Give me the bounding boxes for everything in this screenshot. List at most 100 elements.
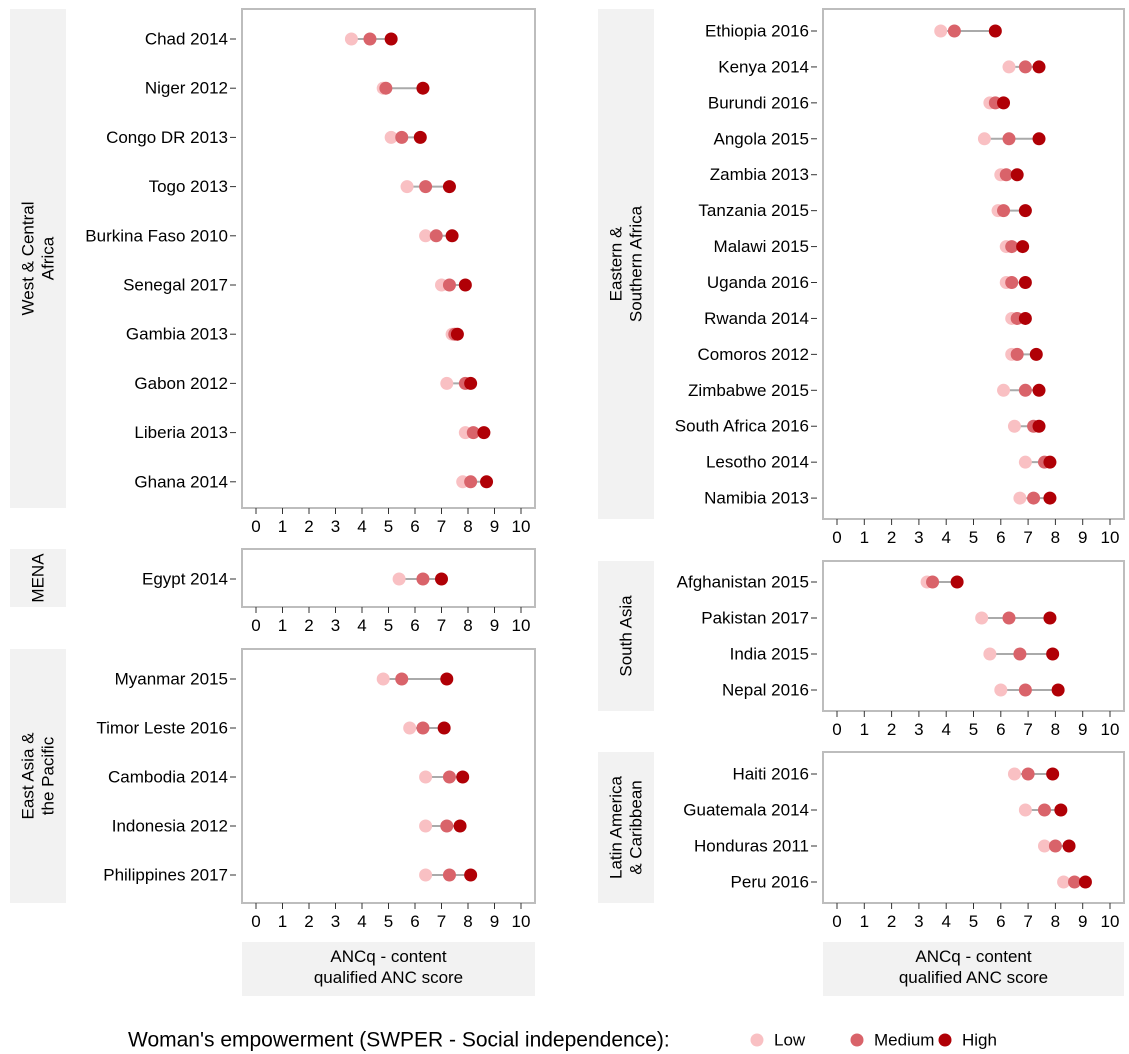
country-label: Ghana 2014	[134, 472, 228, 491]
low-point	[1007, 419, 1021, 433]
region-label: West & Central	[19, 201, 38, 315]
country-label: Honduras 2011	[694, 837, 809, 856]
legend-label-medium: Medium	[874, 1031, 934, 1050]
medium-point	[1005, 240, 1019, 254]
x-tick-label: 8	[1051, 912, 1060, 931]
x-tick-label: 7	[437, 517, 446, 536]
x-tick-label: 6	[410, 912, 419, 931]
x-tick-label: 10	[512, 517, 531, 536]
high-point	[1018, 204, 1032, 218]
high-point	[1043, 491, 1057, 505]
region-label: Southern Africa	[627, 205, 646, 322]
low-point	[419, 770, 433, 784]
legend-label-low: Low	[774, 1031, 806, 1050]
medium-point	[1010, 347, 1024, 361]
x-tick-label: 9	[1078, 528, 1087, 547]
axis-title-strip	[242, 942, 535, 996]
high-point	[1051, 683, 1065, 697]
x-tick-label: 10	[1101, 912, 1120, 931]
region-label: the Pacific	[39, 736, 58, 815]
high-point	[1018, 311, 1032, 325]
high-point	[997, 96, 1011, 110]
country-label: Timor Leste 2016	[96, 719, 228, 738]
x-tick-label: 6	[996, 720, 1005, 739]
medium-point	[947, 24, 961, 38]
x-tick-label: 9	[490, 912, 499, 931]
x-tick-label: 9	[490, 517, 499, 536]
low-point	[419, 229, 433, 243]
medium-point	[999, 168, 1013, 182]
medium-point	[363, 32, 377, 46]
panel-frame	[822, 8, 1125, 520]
x-tick-label: 5	[969, 720, 978, 739]
medium-point	[395, 130, 409, 144]
country-label: Cambodia 2014	[108, 768, 228, 787]
country-label: Namibia 2013	[704, 489, 809, 508]
country-label: Niger 2012	[145, 79, 228, 98]
x-tick-label: 3	[331, 912, 340, 931]
medium-point	[1027, 491, 1041, 505]
region-label: Latin America	[607, 775, 626, 879]
high-point	[1032, 419, 1046, 433]
x-tick-label: 6	[410, 616, 419, 635]
country-label: Egypt 2014	[142, 570, 228, 589]
high-point	[1032, 60, 1046, 74]
low-point	[403, 721, 417, 735]
country-label: Congo DR 2013	[106, 128, 228, 147]
low-point	[997, 383, 1011, 397]
high-point	[456, 770, 470, 784]
legend-swatch-low	[750, 1033, 764, 1047]
x-tick-label: 7	[1023, 720, 1032, 739]
x-tick-label: 4	[941, 528, 950, 547]
x-tick-label: 8	[463, 517, 472, 536]
medium-point	[442, 868, 456, 882]
country-label: Senegal 2017	[123, 276, 228, 295]
high-point	[1016, 240, 1030, 254]
x-tick-label: 2	[304, 517, 313, 536]
panel-frame	[822, 560, 1125, 712]
medium-point	[1013, 647, 1027, 661]
x-tick-label: 1	[860, 528, 869, 547]
low-point	[400, 180, 414, 194]
x-axis-title-line2: qualified ANC score	[899, 968, 1048, 987]
region-strip	[10, 649, 66, 903]
medium-point	[464, 475, 478, 489]
low-point	[1018, 455, 1032, 469]
high-point	[480, 475, 494, 489]
high-point	[1043, 611, 1057, 625]
x-tick-label: 6	[996, 912, 1005, 931]
low-point	[975, 611, 989, 625]
country-label: Gambia 2013	[126, 325, 228, 344]
legend-swatch-high	[938, 1033, 952, 1047]
x-tick-label: 8	[463, 912, 472, 931]
low-point	[1057, 875, 1071, 889]
high-point	[1032, 132, 1046, 146]
region-label: MENA	[29, 553, 48, 603]
x-axis-title-line1: ANCq - content	[915, 947, 1031, 966]
high-point	[1032, 383, 1046, 397]
high-point	[477, 426, 491, 440]
x-tick-label: 3	[331, 517, 340, 536]
x-tick-label: 0	[832, 912, 841, 931]
region-label: East Asia &	[19, 732, 38, 820]
x-tick-label: 7	[437, 912, 446, 931]
low-point	[376, 672, 390, 686]
x-tick-label: 0	[251, 517, 260, 536]
high-point	[464, 376, 478, 390]
x-tick-label: 4	[941, 720, 950, 739]
low-point	[1002, 60, 1016, 74]
x-tick-label: 2	[304, 616, 313, 635]
medium-point	[419, 180, 433, 194]
low-point	[392, 572, 406, 586]
low-point	[994, 683, 1008, 697]
x-tick-label: 1	[278, 616, 287, 635]
high-point	[450, 327, 464, 341]
medium-point	[1018, 683, 1032, 697]
x-tick-label: 4	[357, 912, 366, 931]
x-tick-label: 7	[437, 616, 446, 635]
country-label: Afghanistan 2015	[677, 573, 809, 592]
x-tick-label: 2	[887, 720, 896, 739]
country-label: Myanmar 2015	[115, 670, 228, 689]
country-label: Haiti 2016	[732, 765, 809, 784]
x-tick-label: 8	[1051, 528, 1060, 547]
